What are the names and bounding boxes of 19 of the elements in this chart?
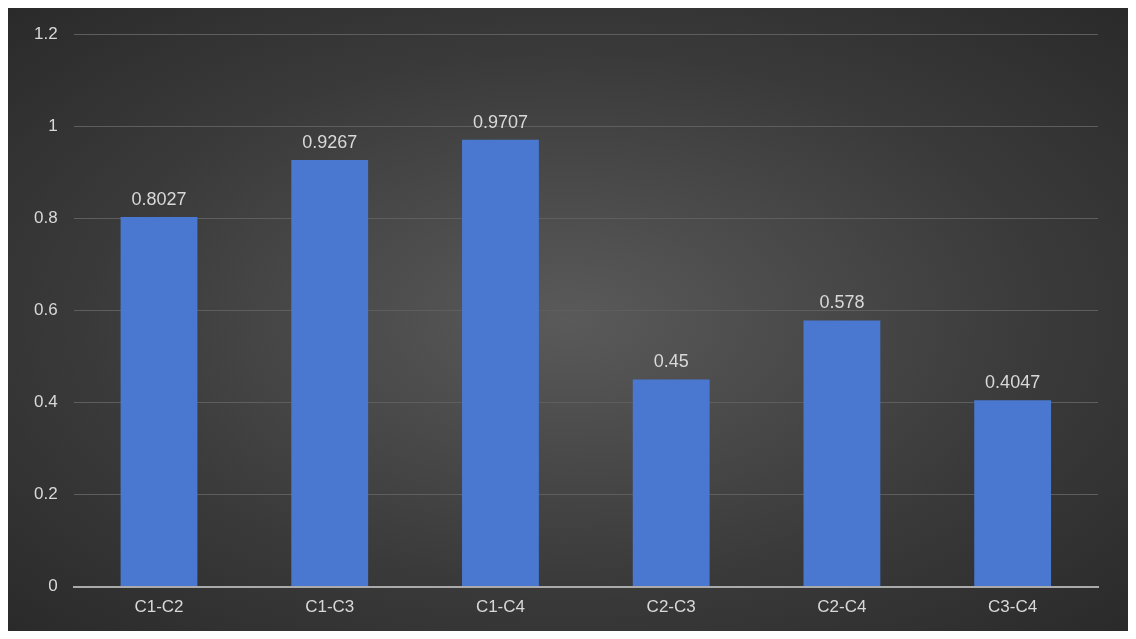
y-tick-label: 0.6	[33, 300, 58, 320]
y-tick-label: 0	[48, 576, 58, 596]
data-label: 0.9707	[472, 111, 528, 132]
y-tick-label: 0.4	[33, 392, 58, 412]
data-label: 0.8027	[131, 189, 187, 210]
x-tick-label: C1-C4	[475, 597, 526, 617]
x-tick-label: C2-C4	[817, 597, 867, 617]
x-tick-label: C2-C3	[646, 597, 696, 617]
y-tick-label: 0.2	[33, 484, 58, 504]
y-tick-label: 1	[48, 115, 58, 135]
data-label: 0.4047	[985, 372, 1041, 393]
x-tick-label: C1-C2	[134, 597, 184, 617]
data-label: 0.9267	[302, 131, 358, 152]
y-tick-label: 0.8	[33, 208, 58, 228]
y-tick-label: 1.2	[33, 23, 58, 43]
x-tick-label: C3-C4	[988, 597, 1038, 617]
x-tick-label: C1-C3	[305, 597, 355, 617]
data-label: 0.578	[819, 292, 865, 313]
data-label: 0.45	[653, 351, 689, 372]
